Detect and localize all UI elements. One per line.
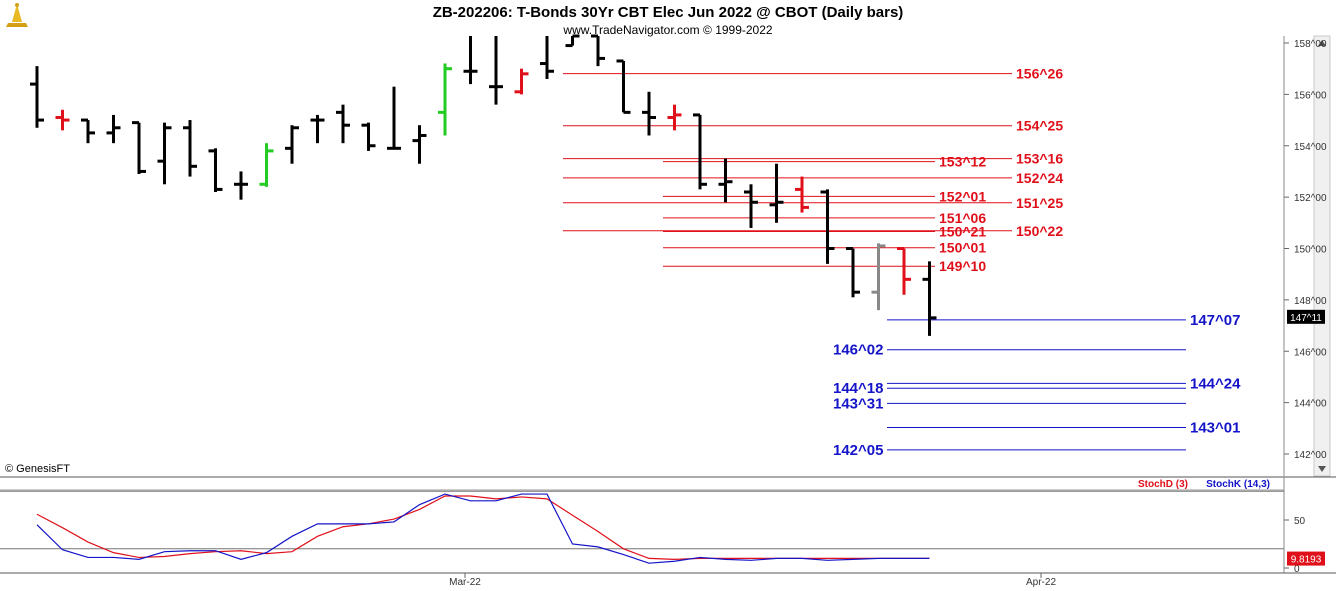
resistance-level-label: 150^22 [1016, 223, 1063, 239]
support-level-label: 142^05 [833, 442, 883, 459]
stochastic-panel: 50 09.8193 [0, 490, 1325, 575]
ohlc-bar [871, 243, 886, 311]
resistance-level-label: 150^01 [939, 240, 986, 256]
support-level-label: 147^07 [1190, 312, 1240, 329]
x-axis-ticks: Mar-22 Apr-22 [449, 573, 1056, 588]
ohlc-bar [795, 176, 809, 213]
resistance-level-label: 151^25 [1016, 195, 1063, 211]
ohlc-bar [820, 189, 835, 264]
stochastic-legend: StochD (3) StochK (14,3) [1138, 479, 1270, 490]
y-tick-label: 154^00 [1294, 142, 1327, 153]
y-tick-label: 146^00 [1294, 347, 1327, 358]
support-level-label: 143^01 [1190, 420, 1240, 437]
last-price-marker: 147^11 [1287, 309, 1325, 324]
ohlc-bar [106, 114, 121, 144]
ohlc-bar [412, 125, 427, 164]
ohlc-bar [667, 104, 682, 131]
scroll-up-icon[interactable] [1318, 40, 1326, 46]
stoch-last-value-box [1287, 551, 1325, 566]
ohlc-bar [132, 121, 146, 175]
ohlc-bar [718, 158, 733, 203]
ohlc-bar [30, 66, 44, 128]
scrollbar[interactable] [1313, 35, 1331, 477]
ohlc-bar [234, 171, 248, 200]
resistance-level-label: 153^16 [1016, 151, 1063, 167]
legend-stochd: StochD (3) [1138, 479, 1188, 490]
ohlc-bar [744, 184, 758, 228]
ohlc-bar [361, 122, 376, 151]
resistance-level-label: 149^10 [939, 258, 986, 274]
y-tick-label: 156^00 [1294, 90, 1327, 101]
stoch-tick-label: 50 [1294, 516, 1306, 527]
ohlc-bar [922, 261, 937, 336]
resistance-level-label: 150^21 [939, 224, 986, 240]
ohlc-bar [259, 143, 274, 187]
stoch-series-line [36, 493, 930, 564]
chart-subtitle: www.TradeNavigator.com © 1999-2022 [562, 23, 772, 37]
ohlc-bar [514, 68, 529, 95]
support-level-label: 143^31 [833, 395, 883, 412]
y-tick-label: 142^00 [1294, 450, 1327, 461]
ohlc-bar [463, 36, 478, 85]
ohlc-bar [81, 118, 95, 144]
y-tick-label: 144^00 [1294, 399, 1327, 410]
ohlc-bar [897, 247, 911, 295]
ohlc-bar [565, 34, 580, 48]
resistance-level-label: 152^24 [1016, 170, 1063, 186]
ohlc-bar [489, 36, 503, 105]
ohlc-bar [846, 247, 860, 298]
ohlc-bar [693, 113, 707, 190]
resistance-level-label: 156^26 [1016, 66, 1063, 82]
x-tick-label: Mar-22 [449, 577, 481, 588]
ohlc-bar [157, 122, 172, 185]
ohlc-bar [438, 63, 452, 136]
y-tick-label: 158^00 [1294, 39, 1327, 50]
ohlc-bar [208, 148, 223, 192]
ohlc-bar [591, 34, 605, 67]
chart-title: ZB-202206: T-Bonds 30Yr CBT Elec Jun 202… [433, 4, 904, 21]
y-tick-label: 148^00 [1294, 296, 1327, 307]
ohlc-bar [616, 59, 631, 114]
ohlc-bar [183, 120, 197, 177]
stoch-tick-label: 0 [1294, 564, 1300, 575]
copyright-label: © GenesisFT [5, 463, 70, 475]
resistance-level-label: 153^12 [939, 154, 986, 170]
ohlc-bar [642, 91, 656, 136]
stoch-last-value-label: 9.8193 [1291, 555, 1322, 566]
support-level-label: 144^18 [833, 380, 883, 397]
resistance-level-label: 154^25 [1016, 118, 1063, 134]
ohlc-bar [55, 109, 70, 131]
ohlc-bar [285, 125, 299, 164]
x-tick-label: Apr-22 [1026, 577, 1056, 588]
ohlc-bar [769, 163, 784, 223]
ohlc-bar [310, 114, 325, 144]
price-levels: 156^26 154^25 153^16 153^12 152^24 152^01 151^… [563, 66, 1241, 459]
support-level-label: 144^24 [1190, 375, 1241, 392]
last-price-box [1287, 309, 1325, 324]
last-price-label: 147^11 [1290, 313, 1322, 324]
logo-icon [6, 3, 28, 27]
ohlc-bar [540, 36, 554, 79]
scrollbar-track[interactable] [1313, 35, 1331, 477]
resistance-level-label: 152^01 [939, 188, 986, 204]
ohlc-bar [336, 104, 350, 144]
ohlc-bars [30, 34, 937, 336]
ohlc-bar [387, 86, 401, 150]
legend-stochk: StochK (14,3) [1206, 479, 1270, 490]
scroll-down-icon[interactable] [1318, 466, 1326, 472]
price-y-axis: 142^00 144^00 146^00 148^00 150^00 152^00 154^… [1284, 39, 1327, 461]
support-level-label: 146^02 [833, 342, 883, 359]
resistance-level-label: 151^06 [939, 210, 986, 226]
y-tick-label: 150^00 [1294, 245, 1327, 256]
y-tick-label: 152^00 [1294, 193, 1327, 204]
